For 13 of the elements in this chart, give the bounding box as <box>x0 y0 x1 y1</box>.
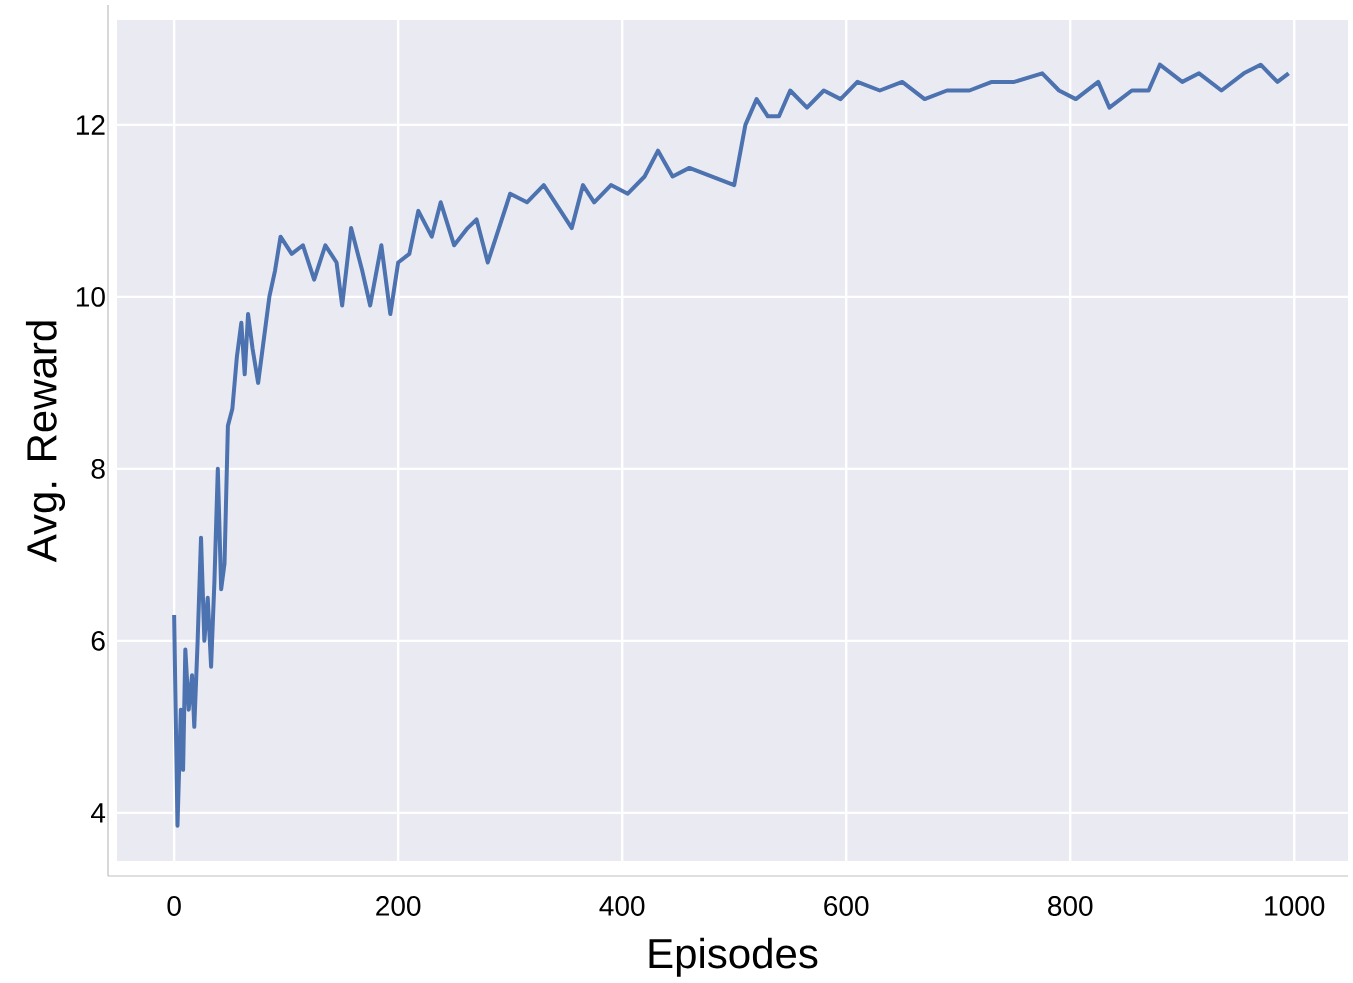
y-tick-label: 10 <box>76 286 105 307</box>
y-tick-label: 4 <box>90 803 106 823</box>
x-tick-label: 600 <box>824 895 869 916</box>
y-tick-label: 12 <box>76 114 105 135</box>
x-tick-label: 400 <box>599 895 645 916</box>
y-tick-label: 8 <box>91 458 105 479</box>
y-tick-label: 6 <box>91 630 105 651</box>
x-tick-label: 800 <box>1048 895 1093 916</box>
x-tick-label: 200 <box>376 895 421 916</box>
y-axis-title: Avg. Reward <box>25 321 66 562</box>
x-axis-title: Episodes <box>649 937 818 977</box>
x-tick-label: 0 <box>167 895 181 916</box>
x-tick-label: 1000 <box>1265 895 1325 916</box>
